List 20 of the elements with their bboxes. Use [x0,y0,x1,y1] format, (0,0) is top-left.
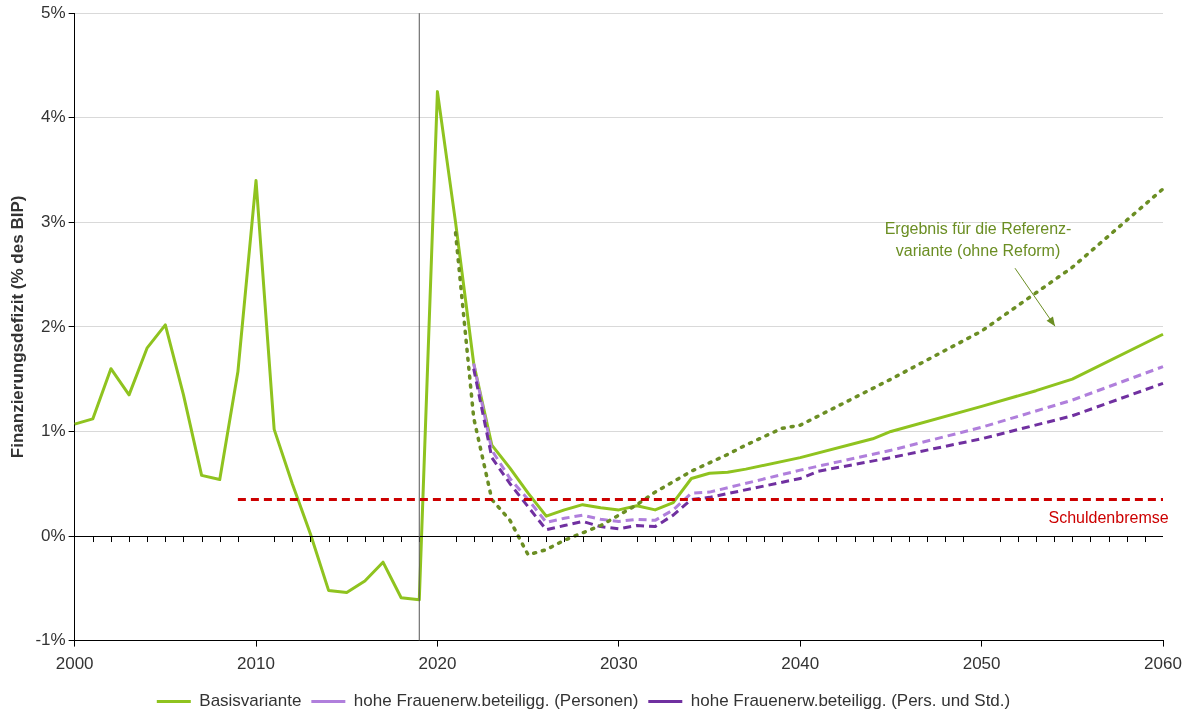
y-tick-label: 3% [41,212,66,232]
y-tick-label: 5% [41,2,66,22]
x-tick-label: 2000 [55,654,94,674]
y-tick-label: 0% [41,525,66,545]
x-tick-label: 2060 [1144,654,1182,674]
x-tick-label: 2030 [599,654,638,674]
legend-label: hohe Frauenerw.beteiligg. (Pers. und Std.) [690,691,1011,711]
y-tick-label: -1% [35,630,66,650]
x-tick-label: 2010 [237,654,275,674]
x-tick-label: 2040 [781,654,820,674]
legend-label: hohe Frauenerw.beteiligg. (Personen) [353,691,639,711]
y-tick-label: 2% [41,316,66,336]
x-tick-label: 2050 [962,654,1001,674]
y-tick-label: 1% [41,421,66,441]
annotation: Ergebnis für die Referenz- variante (ohne Reform) [884,220,1072,260]
annotation: Schuldenbremse [1048,509,1169,527]
y-axis-title: Finanzierungsdefizit (% des BIP) [7,195,27,459]
y-tick-label: 4% [41,107,66,127]
x-tick-label: 2020 [418,654,457,674]
legend-label: Basisvariante [199,691,302,711]
